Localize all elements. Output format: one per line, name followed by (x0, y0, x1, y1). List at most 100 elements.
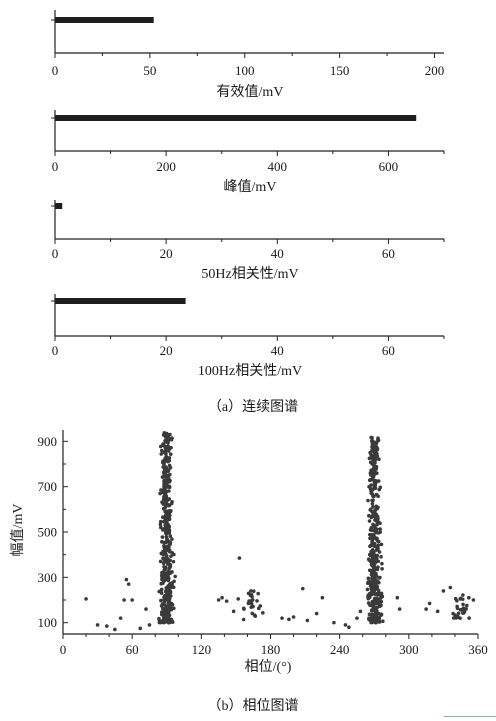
phase-point (370, 541, 375, 546)
phase-point (105, 624, 109, 628)
phase-point (377, 580, 381, 585)
phase-point (113, 627, 117, 632)
phase-point (162, 564, 166, 569)
peak-axis-title: 峰值/mV (224, 179, 277, 195)
phase-y-tick-label: 700 (38, 479, 58, 494)
phase-point (170, 602, 175, 607)
phase-point (164, 553, 169, 558)
phase-point (163, 459, 167, 463)
corr100-panel: 0 20 40 60 100Hz相关性/mV (51, 294, 445, 379)
rms-x-tick-label: 100 (235, 63, 255, 78)
phase-point (126, 582, 131, 586)
phase-point (378, 575, 382, 580)
phase-y-tick-label: 300 (38, 570, 58, 585)
phase-point (165, 556, 170, 561)
phase-point (167, 480, 172, 484)
phase-point (249, 589, 253, 593)
phase-point (371, 505, 375, 509)
phase-point (167, 528, 172, 532)
phase-point (124, 577, 129, 582)
phase-point (164, 504, 168, 508)
phase-point (165, 548, 169, 552)
phase-point (375, 514, 380, 519)
phase-point (167, 562, 172, 567)
phase-point (161, 433, 166, 437)
phase-point (374, 574, 379, 578)
phase-point (381, 619, 385, 623)
phase-point (320, 595, 325, 600)
corr100-axis-title: 100Hz相关性/mV (198, 363, 302, 379)
corr50-x-tick-label: 20 (160, 246, 173, 261)
phase-point (375, 553, 380, 558)
phase-point (280, 616, 284, 620)
phase-point (375, 615, 380, 620)
phase-point (164, 589, 169, 594)
phase-y-tick-label: 100 (38, 615, 58, 630)
phase-point (369, 568, 373, 573)
corr50-axis-title: 50Hz相关性/mV (201, 266, 298, 282)
phase-point (371, 566, 376, 570)
phase-point (370, 462, 374, 466)
corr50-panel: 0 20 40 60 50Hz相关性/mV (51, 200, 445, 282)
phase-x-axis-title: 相位/(°) (245, 659, 292, 675)
phase-point (122, 598, 126, 602)
phase-x-tick-label: 240 (330, 642, 350, 657)
phase-point (367, 552, 372, 557)
phase-point (160, 535, 165, 539)
phase-point (164, 577, 169, 582)
phase-point (371, 585, 376, 590)
phase-point (160, 577, 164, 582)
corr50-x-tick-label: 40 (271, 246, 284, 261)
phase-point (158, 491, 162, 496)
phase-point (158, 444, 163, 449)
phase-point (378, 596, 383, 600)
phase-point (130, 598, 134, 602)
phase-point (372, 557, 377, 561)
phase-point (427, 601, 432, 606)
phase-point (246, 591, 251, 596)
phase-point (163, 498, 168, 503)
corr50-x-tick-label: 0 (52, 246, 59, 261)
phase-panel: 100 300 500 700 900 0 60 120 180 240 300 360 相位/(°)… (10, 430, 488, 675)
phase-point (369, 562, 374, 567)
phase-point (365, 587, 370, 592)
phase-point (236, 597, 241, 601)
phase-point (462, 608, 466, 612)
phase-point (370, 498, 374, 503)
phase-point (367, 456, 372, 461)
phase-point (162, 544, 166, 548)
phase-point (167, 531, 172, 535)
phase-point (395, 595, 400, 600)
phase-point (249, 605, 253, 610)
corr100-bar (55, 298, 186, 304)
corr100-bars (55, 298, 186, 304)
phase-point (366, 498, 370, 503)
phase-point (164, 517, 169, 522)
phase-point (453, 613, 458, 617)
peak-panel: 0 200 400 600 峰值/mV (51, 110, 445, 195)
rms-axis-title: 有效值/mV (217, 84, 284, 100)
phase-point (376, 479, 381, 483)
phase-point (167, 524, 172, 529)
phase-point (164, 521, 169, 525)
phase-point (377, 550, 382, 554)
phase-point (372, 483, 377, 488)
phase-point (159, 539, 164, 544)
phase-point (461, 593, 465, 597)
phase-point (147, 623, 152, 627)
phase-point (170, 537, 174, 541)
phase-point (249, 592, 254, 597)
phase-point (160, 515, 165, 519)
bottom-divider (444, 716, 496, 717)
phase-point (165, 544, 170, 549)
rms-x-tick-label: 200 (425, 63, 445, 78)
corr100-x-tick-label: 60 (382, 343, 395, 358)
phase-point (162, 462, 166, 466)
phase-point (95, 623, 100, 627)
corr50-x-tick-label: 60 (382, 246, 395, 261)
phase-point (366, 601, 371, 605)
phase-point (159, 452, 164, 456)
phase-point (366, 557, 371, 561)
phase-point (165, 537, 169, 542)
phase-x-tick-label: 0 (60, 642, 67, 657)
